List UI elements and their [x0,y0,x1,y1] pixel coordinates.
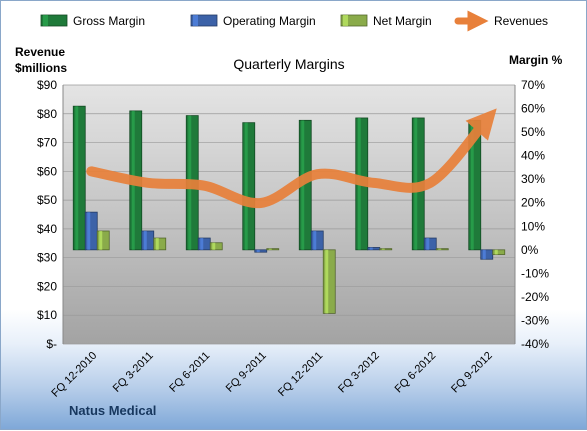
y2-tick-label: 60% [521,102,545,116]
bar-operating-margin [141,230,155,251]
y-tick-label: $60 [37,164,57,178]
svg-text:Net Margin: Net Margin [373,14,432,28]
y2-tick-label: 30% [521,172,545,186]
y2-tick-label: 50% [521,125,545,139]
bar-net-margin [209,242,223,251]
legend: Gross Margin Operating Margin Net Margin Re… [40,10,548,32]
svg-text:Gross Margin: Gross Margin [73,14,145,28]
company-name: Natus Medical [69,403,156,418]
legend-item-operating-margin: Operating Margin [190,14,316,28]
x-tick-label: FQ 6-2011 [167,350,212,395]
bar-operating-margin [84,211,98,251]
y-axis-label-line-2: $millions [15,61,67,75]
y-tick-label: $90 [37,78,57,92]
legend-item-gross-margin: Gross Margin [40,14,145,28]
bar-operating-margin [254,249,268,253]
x-tick-label: FQ 9-2012 [449,350,495,396]
y-axis-label-line-1: Revenue [15,45,65,59]
bar-gross-margin [242,122,256,251]
chart-title: Quarterly Margins [233,56,344,72]
y-tick-label: $30 [37,251,57,265]
y2-tick-label: -20% [521,290,549,304]
revenue-line [86,108,497,208]
revenues-line [86,108,497,208]
x-tick-label: FQ 12-2010 [49,350,99,400]
svg-text:Operating Margin: Operating Margin [223,14,316,28]
y2-tick-label: 20% [521,196,545,210]
y2-axis-label: Margin % [509,53,563,67]
y-tick-label: $70 [37,136,57,150]
x-tick-label: FQ 12-2011 [276,350,325,399]
y-tick-label: $10 [37,308,57,322]
bar-operating-margin [367,247,381,251]
y2-axis-ticks: -40% -30% -20% -10% 0% 10% 20% 30% 40% 50% 60% 70% [521,78,549,351]
gridlines [62,84,516,345]
x-axis-ticks: FQ 12-2010 FQ 3-2011 FQ 6-2011 FQ 9-2011 FQ … [49,350,494,400]
y-tick-label: $80 [37,107,57,121]
bar-net-margin [266,248,280,251]
bar-operating-margin [310,230,324,251]
y2-tick-label: -40% [521,337,549,351]
y-axis-ticks: $- $10 $20 $30 $40 $50 $60 $70 $80 $90 [37,78,57,351]
x-tick-label: FQ 9-2011 [224,350,269,395]
bar-net-margin [435,248,449,251]
bar-gross-margin [72,105,86,251]
bar-net-margin [492,249,506,255]
y-tick-label: $- [46,337,57,351]
x-tick-label: FQ 3-2012 [336,350,382,396]
y2-tick-label: 40% [521,149,545,163]
bar-net-margin [153,237,167,251]
legend-item-revenues: Revenues [454,10,548,32]
y-tick-label: $40 [37,222,57,236]
bar-operating-margin [197,237,211,251]
y2-tick-label: 10% [521,219,545,233]
bar-net-margin [379,248,393,251]
x-tick-label: FQ 3-2011 [111,350,156,395]
svg-text:Revenues: Revenues [494,14,548,28]
y-tick-label: $20 [37,279,57,293]
y2-tick-label: -10% [521,266,549,280]
x-tick-label: FQ 6-2012 [393,350,439,396]
bar-net-margin [96,230,110,251]
bar-operating-margin [480,249,494,260]
y2-tick-label: 0% [521,243,539,257]
y-tick-label: $50 [37,193,57,207]
bar-operating-margin [423,237,437,251]
y2-tick-label: 70% [521,78,545,92]
legend-item-net-margin: Net Margin [340,14,432,28]
y2-tick-label: -30% [521,313,549,327]
bar-net-margin [322,249,336,314]
